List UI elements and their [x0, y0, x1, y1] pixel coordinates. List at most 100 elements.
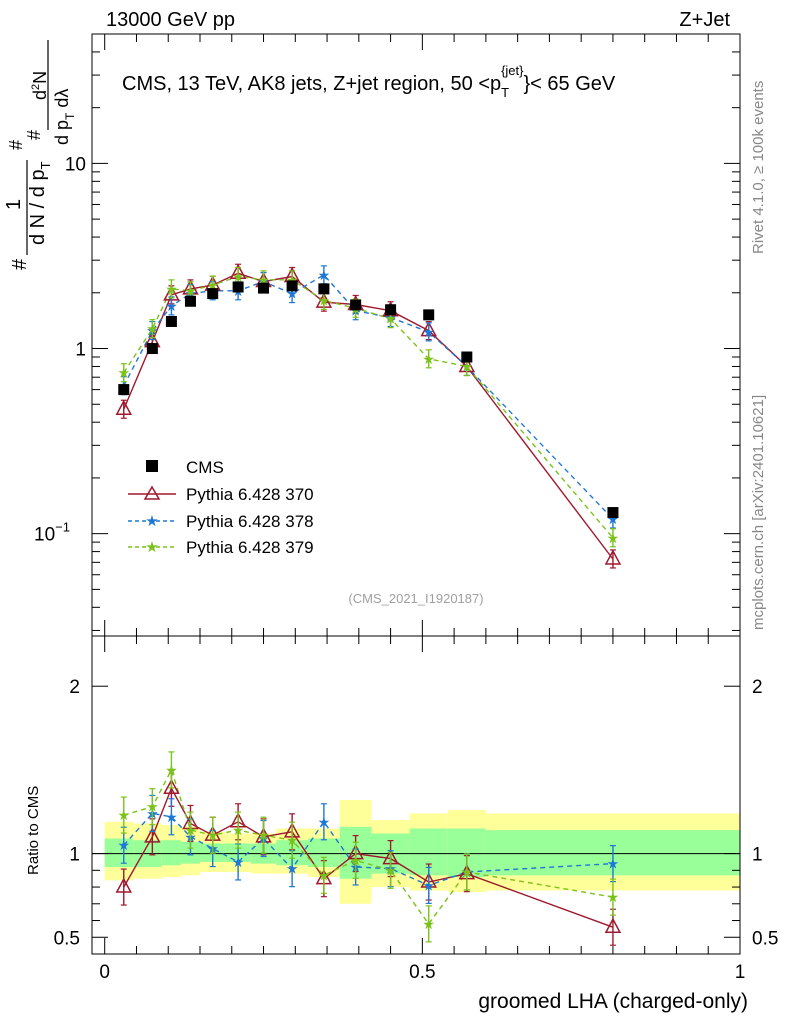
main-point-370 [115, 399, 133, 415]
main-point-378: ★ [422, 324, 435, 340]
header-right-label: Z+Jet [679, 9, 730, 31]
main-point-cms [318, 283, 330, 295]
y-label-hash: # [9, 258, 31, 270]
ratio-panel: 0.5 0.51 12 2 0 0.5 1 ★★ ★★★★★★★★ ★★★★★★★★ ★ ★ ★ ★★… [25, 635, 779, 1013]
main-point-378: ★ [165, 298, 178, 314]
ratio-point-378: ★ [165, 809, 178, 825]
x-tick-label: 1 [735, 962, 746, 983]
main-y-ticks: 10−1 1 10 [34, 33, 740, 631]
main-point-cms [385, 304, 397, 316]
ratio-point-379: ★ [165, 762, 178, 778]
main-point-378: ★ [318, 267, 331, 283]
main-series-line-3 [123, 275, 614, 539]
main-point-cms [184, 295, 196, 307]
legend-378-marker: ★ [145, 513, 158, 530]
main-point-cms [461, 351, 473, 363]
ratio-series-line-3 [123, 768, 614, 926]
main-point-379: ★ [184, 283, 197, 299]
legend-370-label: Pythia 6.428 370 [186, 485, 314, 504]
legend-cms-marker [146, 460, 158, 472]
ratio-y-tick-label-right: 2 [752, 677, 763, 698]
y-label-denominator: d N / d pT [27, 161, 53, 245]
main-point-379: ★ [232, 268, 245, 284]
analysis-watermark: (CMS_2021_I1920187) [348, 591, 483, 606]
main-point-cms [607, 507, 619, 519]
ratio-point-370 [604, 917, 622, 933]
main-point-cms [258, 282, 270, 294]
main-panel: 10−1 1 10 ★★★★★★★★★★★★★★★★★★★★★★★★★★★★ CMS… [3, 33, 741, 637]
ratio-point-370 [163, 778, 180, 795]
main-point-cms [286, 280, 298, 292]
rivet-version-label: Rivet 4.1.0, ≥ 100k events [750, 81, 767, 254]
ratio-point-379: ★ [206, 827, 219, 843]
ratio-point-379: ★ [384, 862, 397, 878]
plot-title-main: CMS, 13 TeV, AK8 jets, Z+jet region, 50 … [122, 73, 501, 95]
plot-title: CMS, 13 TeV, AK8 jets, Z+jet region, 50 … [122, 63, 616, 100]
plot-title-sup: {jet} [501, 63, 524, 78]
plot-title-end: }< 65 GeV [524, 73, 616, 95]
ratio-point-379: ★ [422, 916, 435, 932]
ratio-y-tick-label-right: 0.5 [752, 928, 778, 949]
main-series: ★★★★★★★★★★★★★★★★★★★★★★★★★★★★ [115, 263, 622, 569]
ratio-y-tick-label-right: 1 [752, 845, 763, 866]
ratio-series-line-2 [123, 812, 613, 887]
legend-379-label: Pythia 6.428 379 [186, 538, 314, 557]
ratio-point-378: ★ [286, 861, 299, 877]
ratio-point-379: ★ [146, 799, 159, 815]
ratio-band-inner [161, 840, 181, 866]
main-point-cms [423, 309, 435, 321]
main-point-379: ★ [165, 281, 178, 297]
main-point-cms [118, 384, 130, 396]
main-point-379: ★ [422, 351, 435, 367]
ratio-x-ticks: 0 0.5 1 [99, 636, 745, 983]
y-label-dpt-dlambda: d pT dλ [52, 89, 77, 145]
legend-370-marker [143, 485, 161, 500]
main-y-tick-label: 10 [65, 154, 86, 175]
ratio-point-378: ★ [422, 877, 435, 893]
main-x-ticks [104, 34, 741, 636]
ratio-point-378: ★ [232, 854, 245, 870]
ratio-y-tick-label: 2 [69, 677, 80, 698]
main-point-370 [604, 549, 622, 565]
main-point-379: ★ [146, 321, 159, 337]
ratio-point-378: ★ [607, 856, 620, 872]
ratio-point-379: ★ [117, 807, 130, 823]
y-label-hash-2: # [6, 140, 26, 150]
y-label-d2n: d2N [30, 71, 50, 100]
ratio-y-tick-label: 1 [69, 845, 80, 866]
legend-379-marker: ★ [145, 539, 158, 556]
ratio-y-tick-label: 0.5 [54, 928, 80, 949]
main-y-tick-label: 10−1 [34, 520, 70, 546]
ratio-point-379: ★ [318, 867, 331, 883]
ratio-y-ticks: 0.5 0.5 1 1 2 2 [54, 677, 779, 949]
legend-378-label: Pythia 6.428 378 [186, 512, 314, 531]
ratio-point-379: ★ [257, 827, 270, 843]
x-tick-label: 0 [99, 962, 110, 983]
main-y-tick-label: 1 [75, 340, 86, 361]
ratio-series: ★★ ★★★★★★★★ ★★★★★★★★ ★ ★ ★ ★★★★★★★ [115, 751, 622, 946]
ratio-series-line-1 [123, 786, 614, 928]
main-point-cms [165, 315, 177, 327]
ratio-band-inner [104, 838, 134, 867]
ratio-point-370 [144, 827, 161, 843]
ratio-y-axis-label: Ratio to CMS [25, 786, 42, 875]
plot-title-sub: T [501, 85, 509, 100]
x-tick-label: 0.5 [409, 962, 435, 983]
main-point-cms [232, 281, 244, 293]
header-left-label: 13000 GeV pp [106, 9, 235, 31]
main-point-379: ★ [117, 365, 130, 381]
main-point-cms [146, 343, 158, 355]
main-point-cms [350, 299, 362, 311]
ratio-point-379: ★ [232, 822, 245, 838]
ratio-point-379: ★ [286, 832, 299, 848]
ratio-point-379: ★ [461, 864, 474, 880]
ratio-point-378: ★ [117, 837, 130, 853]
legend-cms-label: CMS [186, 458, 224, 477]
y-label-one: 1 [3, 199, 25, 210]
main-point-379: ★ [607, 530, 620, 546]
ratio-point-379: ★ [607, 889, 620, 905]
ratio-point-370 [115, 877, 133, 893]
ratio-plot-frame [91, 635, 741, 955]
legend: CMS Pythia 6.428 370 ★ Pythia 6.428 378 … [128, 458, 314, 557]
y-label-hash-3: # [24, 130, 44, 140]
